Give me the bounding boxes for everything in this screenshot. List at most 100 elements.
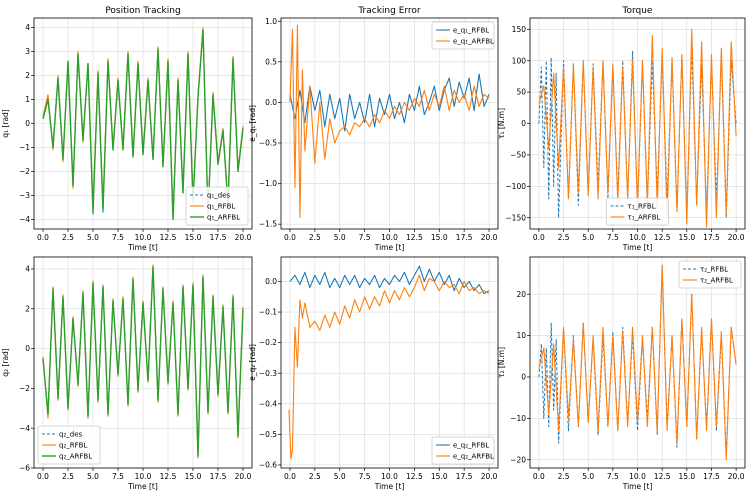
legend-label: e_q₂_ARFBL: [453, 453, 494, 461]
legend-label: e_q₁_RFBL: [453, 27, 489, 35]
x-tick-label: 15.0: [185, 233, 202, 242]
y-tick-label: −50: [510, 150, 526, 159]
y-tick-label: −4: [19, 424, 30, 433]
y-tick-label: −2: [19, 384, 30, 393]
legend: e_q₂_RFBL e_q₂_ARFBL: [431, 436, 495, 465]
y-tick-label: −1: [19, 143, 30, 152]
x-tick-label: 0.0: [533, 472, 545, 481]
x-tick-label: 20.0: [235, 472, 252, 481]
x-tick-label: 20.0: [481, 472, 498, 481]
y-axis-label: e_q₂ [rad]: [248, 344, 257, 381]
legend-label: τ₂_ARFBL: [700, 277, 733, 285]
x-axis-label: Time [t]: [127, 482, 158, 491]
x-axis-label: Time [t]: [374, 243, 405, 252]
x-tick-label: 2.5: [558, 472, 570, 481]
legend-label: q₁_RFBL: [207, 203, 235, 211]
y-tick-label: 0: [521, 373, 526, 382]
y-tick-label: 50: [516, 88, 526, 97]
x-tick-label: 15.0: [431, 233, 448, 242]
y-tick-label: −150: [505, 213, 526, 222]
y-tick-label: 0: [25, 119, 30, 128]
x-tick-label: 7.5: [112, 233, 124, 242]
x-tick-label: 15.0: [678, 472, 695, 481]
y-tick-label: −4: [19, 215, 30, 224]
y-tick-label: 0.5: [265, 57, 277, 66]
y-tick-label: −20: [510, 455, 526, 464]
x-tick-label: 10.0: [135, 233, 152, 242]
legend-label: τ₁_RFBL: [628, 203, 656, 211]
x-tick-label: 17.5: [210, 472, 227, 481]
y-tick-label: 1.0: [265, 17, 277, 26]
y-tick-label: 0: [25, 344, 30, 353]
y-tick-label: −2: [19, 167, 30, 176]
y-tick-label: −100: [505, 182, 526, 191]
legend-label: q₁_des: [207, 192, 230, 200]
x-tick-label: 0.0: [284, 233, 296, 242]
legend-label: q₁_ARFBL: [207, 214, 240, 222]
legend-box: [431, 436, 495, 465]
y-tick-label: −1.0: [259, 179, 277, 188]
x-tick-label: 20.0: [481, 233, 498, 242]
x-tick-label: 5.0: [582, 233, 594, 242]
x-tick-label: 7.5: [112, 472, 124, 481]
x-tick-label: 17.5: [456, 472, 473, 481]
legend-box: [678, 260, 742, 289]
x-tick-label: 12.5: [160, 472, 177, 481]
chart-panel-1: 0.0 2.5 5.0 7.5 10.0 12.5 15.0 17.5 20.0 −4 −3 −2 −1…: [1, 6, 253, 252]
legend-label: e_q₁_ARFBL: [453, 38, 494, 46]
y-tick-label: −6: [19, 464, 30, 473]
legend-box: [606, 197, 669, 226]
x-tick-label: 5.0: [334, 233, 346, 242]
x-tick-label: 10.0: [629, 472, 646, 481]
x-tick-label: 2.5: [62, 233, 74, 242]
y-tick-label: 150: [512, 25, 527, 34]
y-tick-label: −0.3: [259, 369, 277, 378]
x-tick-label: 10.0: [381, 472, 398, 481]
x-tick-label: 10.0: [381, 233, 398, 242]
y-axis-label: τ₂ [N.m]: [497, 347, 506, 378]
series-line-1: [289, 73, 490, 132]
x-axis-label: Time [t]: [622, 243, 653, 252]
chart-panel-4: 0.0 2.5 5.0 7.5 10.0 12.5 15.0 17.5 20.0 −6 −4 −2 0 2…: [1, 256, 253, 491]
legend-label: q₂_ARFBL: [59, 453, 92, 461]
legend-box: [431, 21, 495, 50]
y-tick-label: −0.5: [259, 139, 277, 148]
y-tick-label: 4: [25, 265, 30, 274]
y-tick-label: −0.4: [259, 399, 277, 408]
y-tick-label: 1: [25, 95, 30, 104]
legend: τ₂_RFBL τ₂_ARFBL: [678, 260, 742, 289]
legend-box: [185, 186, 249, 226]
x-tick-label: 2.5: [309, 233, 321, 242]
legend: e_q₁_RFBL e_q₁_ARFBL: [431, 21, 495, 50]
y-tick-label: 0: [521, 119, 526, 128]
chart-panel-3: 0.0 2.5 5.0 7.5 10.0 12.5 15.0 17.5 20.0 −150 −100…: [497, 6, 746, 252]
x-tick-label: 2.5: [62, 472, 74, 481]
legend-label: q₂_RFBL: [59, 442, 87, 450]
chart-title: Position Tracking: [105, 6, 180, 16]
y-tick-label: −0.6: [259, 461, 277, 470]
y-tick-label: −0.5: [259, 430, 277, 439]
x-tick-label: 7.5: [359, 472, 371, 481]
x-tick-label: 20.0: [728, 472, 745, 481]
x-tick-label: 12.5: [654, 472, 671, 481]
chart-title: Tracking Error: [357, 6, 421, 16]
series-line-3: [42, 266, 244, 457]
legend-label: e_q₂_RFBL: [453, 442, 489, 450]
x-tick-label: 2.5: [558, 233, 570, 242]
x-tick-label: 0.0: [37, 472, 49, 481]
legend-label: q₂_des: [59, 431, 82, 439]
y-tick-label: 100: [512, 56, 527, 65]
series-line-2: [289, 24, 490, 219]
x-tick-label: 10.0: [135, 472, 152, 481]
x-tick-label: 15.0: [431, 472, 448, 481]
x-tick-label: 12.5: [654, 233, 671, 242]
x-tick-label: 5.0: [582, 472, 594, 481]
x-tick-label: 17.5: [703, 233, 720, 242]
y-tick-label: 2: [25, 304, 30, 313]
legend-label: τ₁_ARFBL: [628, 214, 661, 222]
x-tick-label: 20.0: [728, 233, 745, 242]
y-tick-label: 4: [25, 23, 30, 32]
y-tick-label: −0.2: [259, 338, 277, 347]
x-tick-label: 2.5: [309, 472, 321, 481]
